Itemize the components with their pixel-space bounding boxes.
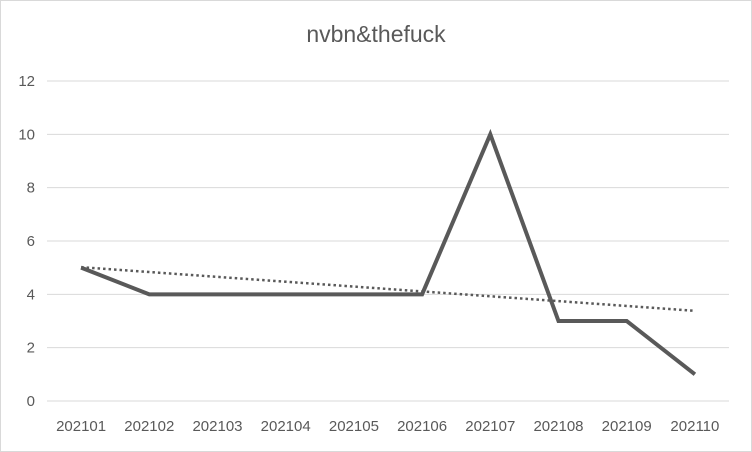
trendline-layer — [81, 265, 695, 313]
y-axis-ticks: 0 2 4 6 8 10 12 — [18, 73, 35, 410]
x-tick-label: 202104 — [261, 418, 311, 435]
x-tick-label: 202102 — [124, 418, 174, 435]
y-tick-label: 12 — [18, 73, 35, 90]
trendline — [81, 265, 695, 313]
gridlines — [47, 80, 729, 402]
series-layer — [80, 128, 697, 376]
x-tick-label: 202105 — [329, 418, 379, 435]
y-tick-label: 4 — [27, 286, 35, 303]
y-tick-label: 0 — [27, 393, 35, 410]
chart-title: nvbn&thefuck — [306, 21, 446, 47]
series-line — [80, 128, 697, 376]
x-axis-ticks: 202101 202102 202103 202104 202105 202106 2021… — [56, 418, 719, 435]
y-tick-label: 6 — [27, 233, 35, 250]
x-tick-label: 202108 — [533, 418, 583, 435]
y-tick-label: 8 — [27, 180, 35, 197]
x-tick-label: 202106 — [397, 418, 447, 435]
y-tick-label: 2 — [27, 340, 35, 357]
y-tick-label: 10 — [18, 126, 35, 143]
x-tick-label: 202109 — [602, 418, 652, 435]
x-tick-label: 202101 — [56, 418, 106, 435]
x-tick-label: 202107 — [465, 418, 515, 435]
x-tick-label: 202103 — [192, 418, 242, 435]
x-tick-label: 202110 — [670, 418, 719, 435]
